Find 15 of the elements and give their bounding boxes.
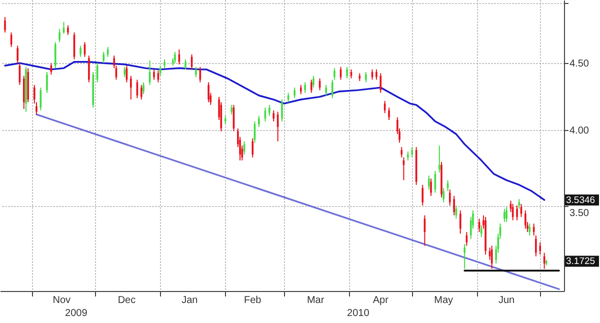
x-tick-label: Mar	[306, 295, 325, 306]
y-tick-label: 3.50	[570, 208, 590, 219]
text: 2010	[347, 308, 370, 319]
annotation: 3.1725	[566, 256, 596, 268]
text: 2009	[65, 308, 88, 319]
y-tick-label: 4.00	[570, 125, 590, 136]
x-tick-label: Nov	[52, 295, 71, 306]
x-tick-label: Apr	[372, 295, 390, 306]
x-tick-label: Jun	[498, 295, 515, 306]
x-tick-label: May	[434, 295, 454, 306]
y-tick-label: 4.50	[570, 58, 590, 70]
annotation: 3.5346	[566, 194, 596, 206]
x-tick-label: Feb	[244, 295, 262, 306]
x-tick-label: Jan	[182, 295, 198, 306]
x-tick-label: Dec	[118, 295, 136, 306]
